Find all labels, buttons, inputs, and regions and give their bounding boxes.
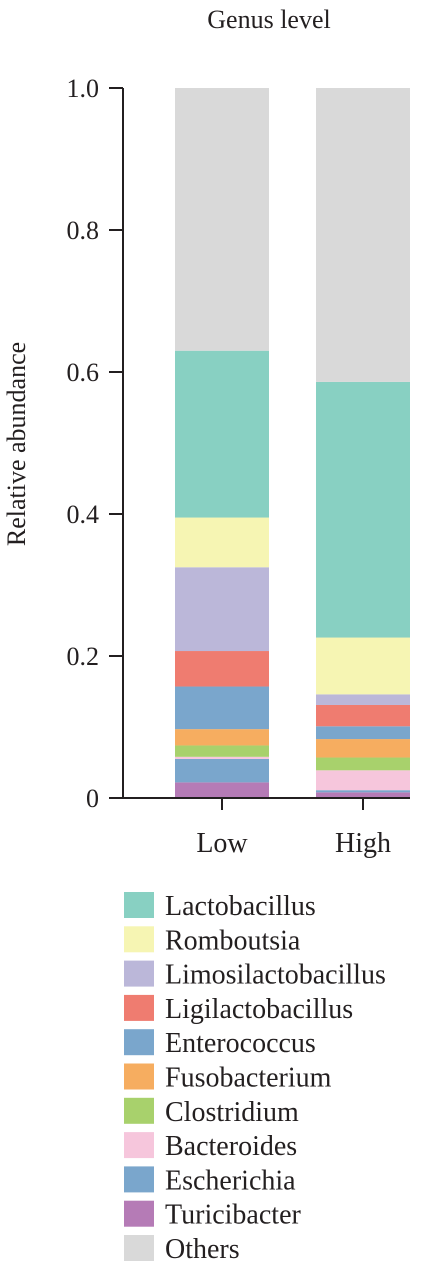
bar-segment-high-fusobacterium: [316, 739, 410, 758]
bar-segment-low-lactobacillus: [175, 350, 269, 518]
bar-segment-high-ligilactobacillus: [316, 704, 410, 727]
bar-segment-low-clostridium: [175, 745, 269, 757]
legend-swatch: [124, 994, 154, 1021]
legend-label: Fusobacterium: [165, 1063, 332, 1094]
bar-segment-low-limosilactobacillus: [175, 567, 269, 652]
legend-label: Lactobacillus: [165, 891, 316, 922]
bars-group: [175, 88, 410, 798]
legend-swatch: [124, 1132, 154, 1159]
bar-segment-high-clostridium: [316, 757, 410, 771]
axes-group: 0 0.2 0.4 0.6 0.8 1.0 Low High: [67, 74, 410, 859]
y-tick-label: 0.6: [67, 358, 100, 387]
bar-segment-low-others: [175, 88, 269, 351]
bar-segment-low-ligilactobacillus: [175, 651, 269, 687]
bar-segment-low-bacteroides: [175, 756, 269, 759]
x-tick-label: High: [335, 828, 391, 859]
legend-swatch: [124, 1235, 154, 1261]
legend-label: Others: [165, 1234, 240, 1265]
bar-segment-low-romboutsia: [175, 517, 269, 568]
y-tick-label: 0: [86, 784, 99, 813]
legend-swatch: [124, 892, 154, 918]
legend-label: Clostridium: [165, 1097, 299, 1128]
bar-segment-low-fusobacterium: [175, 729, 269, 746]
y-axis-label: Relative abundance: [2, 342, 31, 546]
legend-swatch: [124, 960, 154, 987]
bar-segment-high-others: [316, 88, 410, 382]
bar-segment-high-lactobacillus: [316, 381, 410, 638]
legend-swatch: [124, 926, 154, 953]
bar-segment-high-turicibacter: [316, 792, 410, 798]
legend-swatch: [124, 1063, 154, 1090]
bar-segment-low-turicibacter: [175, 782, 269, 798]
y-tick-label: 1.0: [67, 74, 100, 103]
legend-label: Escherichia: [165, 1165, 296, 1196]
legend-swatch: [124, 1200, 154, 1227]
y-tick-label: 0.2: [67, 642, 100, 671]
chart-title: Genus level: [207, 5, 330, 34]
legend-swatch: [124, 1166, 154, 1193]
legend-label: Ligilactobacillus: [165, 994, 353, 1025]
bar-segment-high-romboutsia: [316, 637, 410, 695]
bar-segment-high-bacteroides: [316, 770, 410, 791]
legend-label: Romboutsia: [165, 925, 301, 956]
bar-segment-low-escherichia: [175, 758, 269, 783]
y-tick-label: 0.8: [67, 216, 100, 245]
bar-segment-high-enterococcus: [316, 726, 410, 740]
y-tick-label: 0.4: [67, 500, 100, 529]
bar-segment-high-escherichia: [316, 790, 410, 793]
legend-label: Enterococcus: [165, 1028, 316, 1059]
x-tick-label: Low: [196, 828, 248, 859]
legend-swatch: [124, 1097, 154, 1124]
legend-label: Turicibacter: [165, 1200, 301, 1231]
legend-label: Limosilactobacillus: [165, 960, 386, 991]
bar-segment-high-limosilactobacillus: [316, 694, 410, 705]
legend-label: Bacteroides: [165, 1131, 297, 1162]
bar-segment-low-enterococcus: [175, 686, 269, 730]
legend-swatch: [124, 1029, 154, 1056]
